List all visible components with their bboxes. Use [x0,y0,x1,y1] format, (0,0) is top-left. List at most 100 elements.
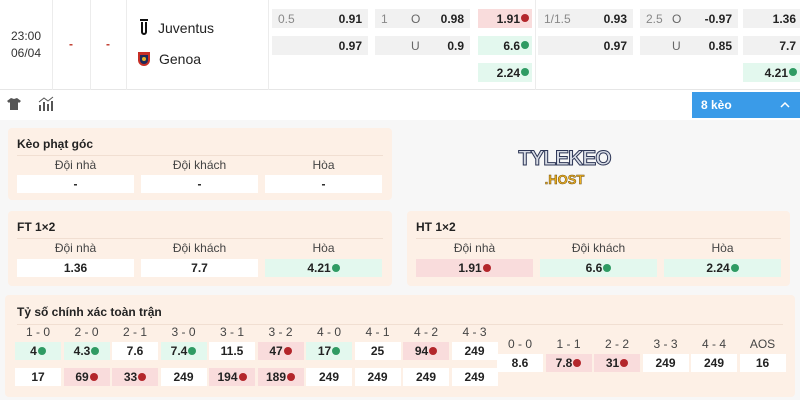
draw-score-label: 2 - 2 [594,337,640,351]
odd-value: 2 - 1 [122,325,147,339]
ht-ou-under[interactable]: U 0.85 [640,36,738,55]
score-label: 3 - 0 [161,325,207,339]
score-odd-home[interactable]: 11.5 [209,342,255,360]
odd-value: 194 [217,370,238,384]
draw-score-label: 4 - 4 [691,337,737,351]
jersey-icon[interactable] [7,97,21,111]
odd-value: 249 [464,370,485,384]
label-home: Đội nhà [416,241,533,255]
label-home: Đội nhà [54,158,97,172]
score-label: 3 - 1 [209,325,255,339]
home-team-name: Juventus [158,20,215,36]
odd-draw[interactable]: - [265,175,382,193]
odd-draw[interactable]: 4.21 [265,259,382,277]
score-label: 2 - 1 [112,325,158,339]
odd-value: 2.24 [706,261,730,275]
odd-value: 69 [75,370,89,384]
score-odd-away[interactable]: 189 [257,368,304,386]
odd-value: 249 [367,370,388,384]
score-odd-home[interactable]: 94 [403,342,449,360]
score-odd-away[interactable]: 194 [209,368,255,386]
ou-label: O [672,11,682,26]
score-odd-home[interactable]: 4 [15,342,61,360]
score-odd-home[interactable]: 17 [306,342,352,360]
trend-down-icon [287,372,296,381]
genoa-crest-icon [138,52,150,66]
score-odd-home[interactable]: 4.3 [63,342,110,360]
odd-value: 249 [703,356,725,370]
draw-score-odd[interactable]: 249 [642,354,689,372]
odd-value: 3 - 2 [268,325,293,339]
ht-ou-over[interactable]: 2.5 O -0.97 [640,9,738,28]
odd-value: Hòa [711,241,734,255]
odd-value: 17 [317,344,332,358]
more-odds-button[interactable]: 8 kèo [692,92,800,118]
stats-icon[interactable] [38,96,54,112]
ht-handicap-away[interactable]: 0.97 [538,36,633,55]
ht-1x2-away[interactable]: 6.6 [478,36,532,55]
odd-home[interactable]: 1.91 [416,259,533,277]
trend-up-icon [331,263,340,272]
score-odd-away[interactable]: 249 [354,368,401,386]
ou-label: U [672,38,681,53]
draw-score-odd[interactable]: 7.8 [545,354,592,372]
ht-1x2-home[interactable]: 1.91 [478,9,532,28]
draw-score-odd[interactable]: 8.6 [497,354,543,372]
odd-home[interactable]: 1.36 [17,259,134,277]
ft-ou-under[interactable]: U 0.9 [375,36,470,55]
score-odd-home[interactable]: 249 [451,342,498,360]
odd: 0.9 [447,38,464,53]
score-label: 3 - 2 [258,325,304,339]
score-odd-away[interactable]: 17 [15,368,61,386]
score-odd-home[interactable]: 7.4 [160,342,207,360]
draw-score-odd[interactable]: 16 [739,354,786,372]
ft-1x2-away[interactable]: 7.7 [743,36,800,55]
score-odd-home[interactable]: 7.6 [112,342,158,360]
ft-ou-over[interactable]: 1 O 0.98 [375,9,470,28]
odd-value: 7.7 [191,261,208,275]
match-row: 23:00 06/04 - - Juventus Genoa 0.5 0.91 0… [0,0,800,90]
score-label: 4 - 2 [403,325,449,339]
odd: 1.91 [496,11,520,26]
away-team-name: Genoa [159,51,202,67]
odd-away[interactable]: - [141,175,258,193]
score-odd-home[interactable]: 25 [354,342,401,360]
ht-handicap-home[interactable]: 1/1.5 0.93 [538,9,633,28]
line: 1 [381,11,388,26]
odd-away[interactable]: 6.6 [540,259,657,277]
score-odd-away[interactable]: 33 [112,368,158,386]
ft-1x2-draw[interactable]: 4.21 [743,63,800,82]
odd: 2.24 [496,65,520,80]
score-odd-away[interactable]: 249 [306,368,352,386]
ft-1x2-home[interactable]: 1.36 [743,9,800,28]
draw-score-label: AOS [740,337,786,351]
trend-up-icon [603,263,612,272]
score-odd-away[interactable]: 249 [160,368,207,386]
draw-score-label: 1 - 1 [546,337,592,351]
score-odd-away[interactable]: 249 [403,368,449,386]
home-team[interactable]: Juventus [138,19,214,37]
kickoff: 23:00 06/04 [0,28,52,62]
ft-handicap-away[interactable]: 0.97 [272,36,368,55]
trend-up-icon [188,346,197,355]
odd-value: 1 - 0 [25,325,50,339]
odd: 0.85 [708,38,732,53]
odd-value: Đội khách [571,241,626,255]
draw-score-odd[interactable]: 249 [691,354,737,372]
ht-1x2-draw[interactable]: 2.24 [478,63,532,82]
odd-value: 2 - 2 [604,337,629,351]
trend-down-icon [89,372,98,381]
score-odd-away[interactable]: 69 [63,368,110,386]
draw-score-odd[interactable]: 31 [594,354,640,372]
score-odd-home[interactable]: 47 [257,342,304,360]
ft-handicap-home[interactable]: 0.5 0.91 [272,9,368,28]
label-draw: Hòa [265,241,382,255]
odd-away[interactable]: 7.7 [141,259,258,277]
odd-home[interactable]: - [17,175,134,193]
trend-down-icon [283,346,292,355]
score-odd-away[interactable]: 249 [451,368,498,386]
odd-draw[interactable]: 2.24 [664,259,781,277]
line: 0.5 [278,11,295,26]
away-team[interactable]: Genoa [137,51,201,67]
odd-value: 189 [265,370,287,384]
